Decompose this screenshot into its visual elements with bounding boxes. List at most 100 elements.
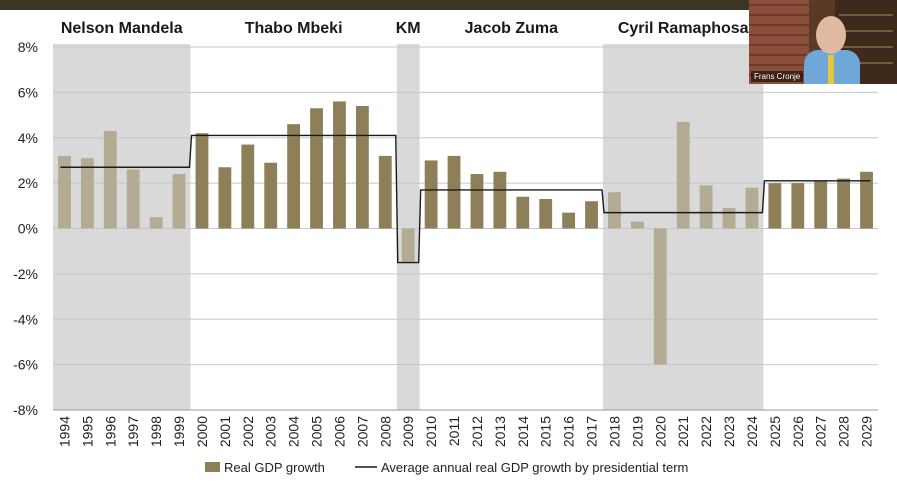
x-tick-label: 1997: [125, 416, 141, 447]
bar: [791, 183, 805, 229]
bar: [447, 155, 461, 229]
bar: [860, 171, 873, 229]
bar: [837, 178, 851, 229]
bar: [241, 144, 255, 229]
x-tick-label: 2023: [721, 416, 737, 447]
bar: [355, 105, 369, 229]
bar: [814, 180, 828, 229]
y-tick-label: -2%: [13, 266, 38, 282]
x-tick-label: 2008: [377, 416, 393, 447]
x-tick-label: 1999: [171, 416, 187, 447]
bar: [699, 185, 713, 229]
y-tick-label: 6%: [18, 84, 38, 100]
term-label: Cyril Ramaphosa: [618, 20, 749, 37]
x-tick-label: 2002: [240, 416, 256, 447]
y-tick-label: -8%: [13, 402, 38, 418]
x-tick-label: 2021: [675, 416, 691, 447]
bar: [378, 155, 392, 229]
bar: [218, 167, 232, 229]
average-line: [60, 134, 871, 264]
term-labels: Nelson Mandela Thabo Mbeki KM Jacob Zuma Cyr…: [61, 20, 749, 37]
x-tick-label: 2001: [217, 416, 233, 447]
x-tick-label: 1995: [79, 416, 95, 447]
term-label: Nelson Mandela: [61, 20, 183, 37]
speaker-head: [816, 16, 846, 54]
speaker-tie: [828, 55, 834, 84]
x-tick-label: 2027: [813, 416, 829, 447]
x-tick-label: 2012: [469, 416, 485, 447]
bar: [401, 228, 415, 263]
x-tick-label: 2009: [400, 416, 416, 447]
top-bar: [0, 0, 897, 10]
x-tick-label: 1996: [102, 416, 118, 447]
bar: [424, 160, 438, 229]
bar: [516, 196, 530, 229]
legend-label-line: Average annual real GDP growth by presid…: [381, 460, 688, 475]
y-tick-label: -4%: [13, 311, 38, 327]
x-tick-label: 2010: [423, 416, 439, 447]
x-tick-label: 2011: [446, 416, 462, 446]
bar: [608, 192, 621, 229]
term-label: Thabo Mbeki: [245, 20, 343, 37]
x-tick-label: 2025: [767, 416, 783, 447]
gridlines: [53, 46, 878, 411]
term-label: Jacob Zuma: [465, 20, 558, 37]
bar: [126, 169, 140, 229]
bar: [470, 174, 484, 229]
bar: [539, 199, 553, 229]
bar: [562, 212, 576, 229]
x-tick-label: 2003: [263, 416, 279, 447]
speaker-name: Frans Cronje: [751, 71, 804, 82]
bar: [676, 121, 690, 229]
x-tick-label: 2020: [652, 416, 668, 447]
bar-series: [58, 101, 873, 365]
x-tick-label: 2007: [354, 416, 370, 447]
legend: Real GDP growth Average annual real GDP …: [205, 460, 688, 475]
bar: [172, 174, 186, 229]
x-tick-label: 2018: [606, 416, 622, 447]
x-tick-label: 2013: [492, 416, 508, 447]
x-tick-label: 2014: [515, 416, 531, 447]
bar: [264, 162, 278, 229]
x-tick-label: 2024: [744, 416, 760, 447]
bar: [103, 130, 117, 229]
x-tick-label: 2029: [859, 416, 875, 447]
x-tick-label: 2006: [331, 416, 347, 447]
y-tick-label: -6%: [13, 357, 38, 373]
term-label: KM: [396, 20, 421, 37]
legend-swatch-bars: [205, 462, 220, 472]
bar: [58, 155, 71, 229]
bar: [149, 217, 163, 229]
x-tick-label: 2016: [561, 416, 577, 447]
x-tick-label: 2019: [629, 416, 645, 447]
bar: [195, 133, 209, 229]
bar: [653, 228, 667, 365]
x-tick-label: 2004: [286, 416, 302, 447]
y-axis: 8% 6% 4% 2% 0% -2% -4% -6% -8%: [13, 39, 38, 418]
x-tick-label: 2028: [836, 416, 852, 447]
x-tick-label: 2000: [194, 416, 210, 447]
x-axis: 1994 1995 1996 1997 1998 1999 2000 2001 2002 2003…: [56, 416, 874, 447]
bar: [333, 101, 346, 229]
legend-label-bars: Real GDP growth: [224, 460, 325, 475]
average-line-path: [60, 134, 871, 264]
x-tick-label: 2022: [698, 416, 714, 447]
bar: [768, 183, 782, 229]
x-tick-label: 2005: [309, 416, 325, 447]
x-tick-label: 2015: [538, 416, 554, 447]
bar: [722, 208, 736, 229]
y-tick-label: 0%: [18, 221, 38, 237]
y-tick-label: 2%: [18, 175, 38, 191]
bar: [745, 187, 759, 229]
x-tick-label: 2026: [790, 416, 806, 447]
bar: [287, 124, 301, 229]
x-tick-label: 1998: [148, 416, 164, 447]
x-tick-label: 2017: [584, 416, 600, 447]
brick-wall: [749, 0, 809, 84]
y-tick-label: 8%: [18, 39, 38, 55]
bar: [80, 158, 94, 229]
bar: [585, 201, 598, 229]
y-tick-label: 4%: [18, 130, 38, 146]
speaker-video: Frans Cronje: [749, 0, 897, 84]
